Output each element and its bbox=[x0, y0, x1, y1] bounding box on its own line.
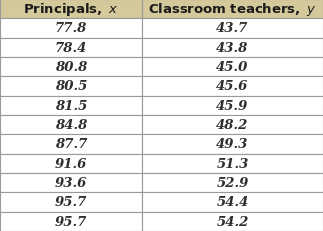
Text: 84.8: 84.8 bbox=[55, 119, 87, 132]
Text: $\bf{Principals,}$ $\it{x}$: $\bf{Principals,}$ $\it{x}$ bbox=[24, 1, 119, 18]
Bar bbox=[0, 96, 142, 116]
Bar bbox=[142, 173, 323, 192]
Text: 95.7: 95.7 bbox=[55, 215, 87, 228]
Bar bbox=[142, 192, 323, 212]
Text: 43.7: 43.7 bbox=[216, 22, 249, 35]
Bar bbox=[142, 135, 323, 154]
Text: 43.8: 43.8 bbox=[216, 42, 249, 55]
Text: 49.3: 49.3 bbox=[216, 138, 249, 151]
Bar bbox=[0, 0, 142, 19]
Text: 78.4: 78.4 bbox=[55, 42, 87, 55]
Text: $\bf{Classroom\ teachers,}$ $\it{y}$: $\bf{Classroom\ teachers,}$ $\it{y}$ bbox=[148, 1, 317, 18]
Text: 80.5: 80.5 bbox=[55, 80, 87, 93]
Bar bbox=[0, 173, 142, 192]
Text: 45.6: 45.6 bbox=[216, 80, 249, 93]
Text: 45.0: 45.0 bbox=[216, 61, 249, 74]
Bar bbox=[142, 212, 323, 231]
Text: 54.2: 54.2 bbox=[216, 215, 249, 228]
Text: 48.2: 48.2 bbox=[216, 119, 249, 132]
Bar bbox=[0, 154, 142, 173]
Bar bbox=[0, 39, 142, 58]
Bar bbox=[142, 116, 323, 135]
Text: 54.4: 54.4 bbox=[216, 196, 249, 209]
Bar bbox=[0, 135, 142, 154]
Text: 45.9: 45.9 bbox=[216, 99, 249, 112]
Bar bbox=[142, 39, 323, 58]
Text: 80.8: 80.8 bbox=[55, 61, 87, 74]
Bar bbox=[142, 0, 323, 19]
Text: 52.9: 52.9 bbox=[216, 176, 249, 189]
Text: 91.6: 91.6 bbox=[55, 157, 87, 170]
Text: 87.7: 87.7 bbox=[55, 138, 87, 151]
Bar bbox=[142, 58, 323, 77]
Bar bbox=[0, 116, 142, 135]
Bar bbox=[142, 154, 323, 173]
Text: 93.6: 93.6 bbox=[55, 176, 87, 189]
Bar bbox=[0, 192, 142, 212]
Text: 95.7: 95.7 bbox=[55, 196, 87, 209]
Bar bbox=[0, 19, 142, 39]
Bar bbox=[0, 77, 142, 96]
Bar bbox=[0, 212, 142, 231]
Text: 81.5: 81.5 bbox=[55, 99, 87, 112]
Bar bbox=[0, 58, 142, 77]
Bar bbox=[142, 77, 323, 96]
Bar bbox=[142, 19, 323, 39]
Bar bbox=[142, 96, 323, 116]
Text: 77.8: 77.8 bbox=[55, 22, 87, 35]
Text: 51.3: 51.3 bbox=[216, 157, 249, 170]
